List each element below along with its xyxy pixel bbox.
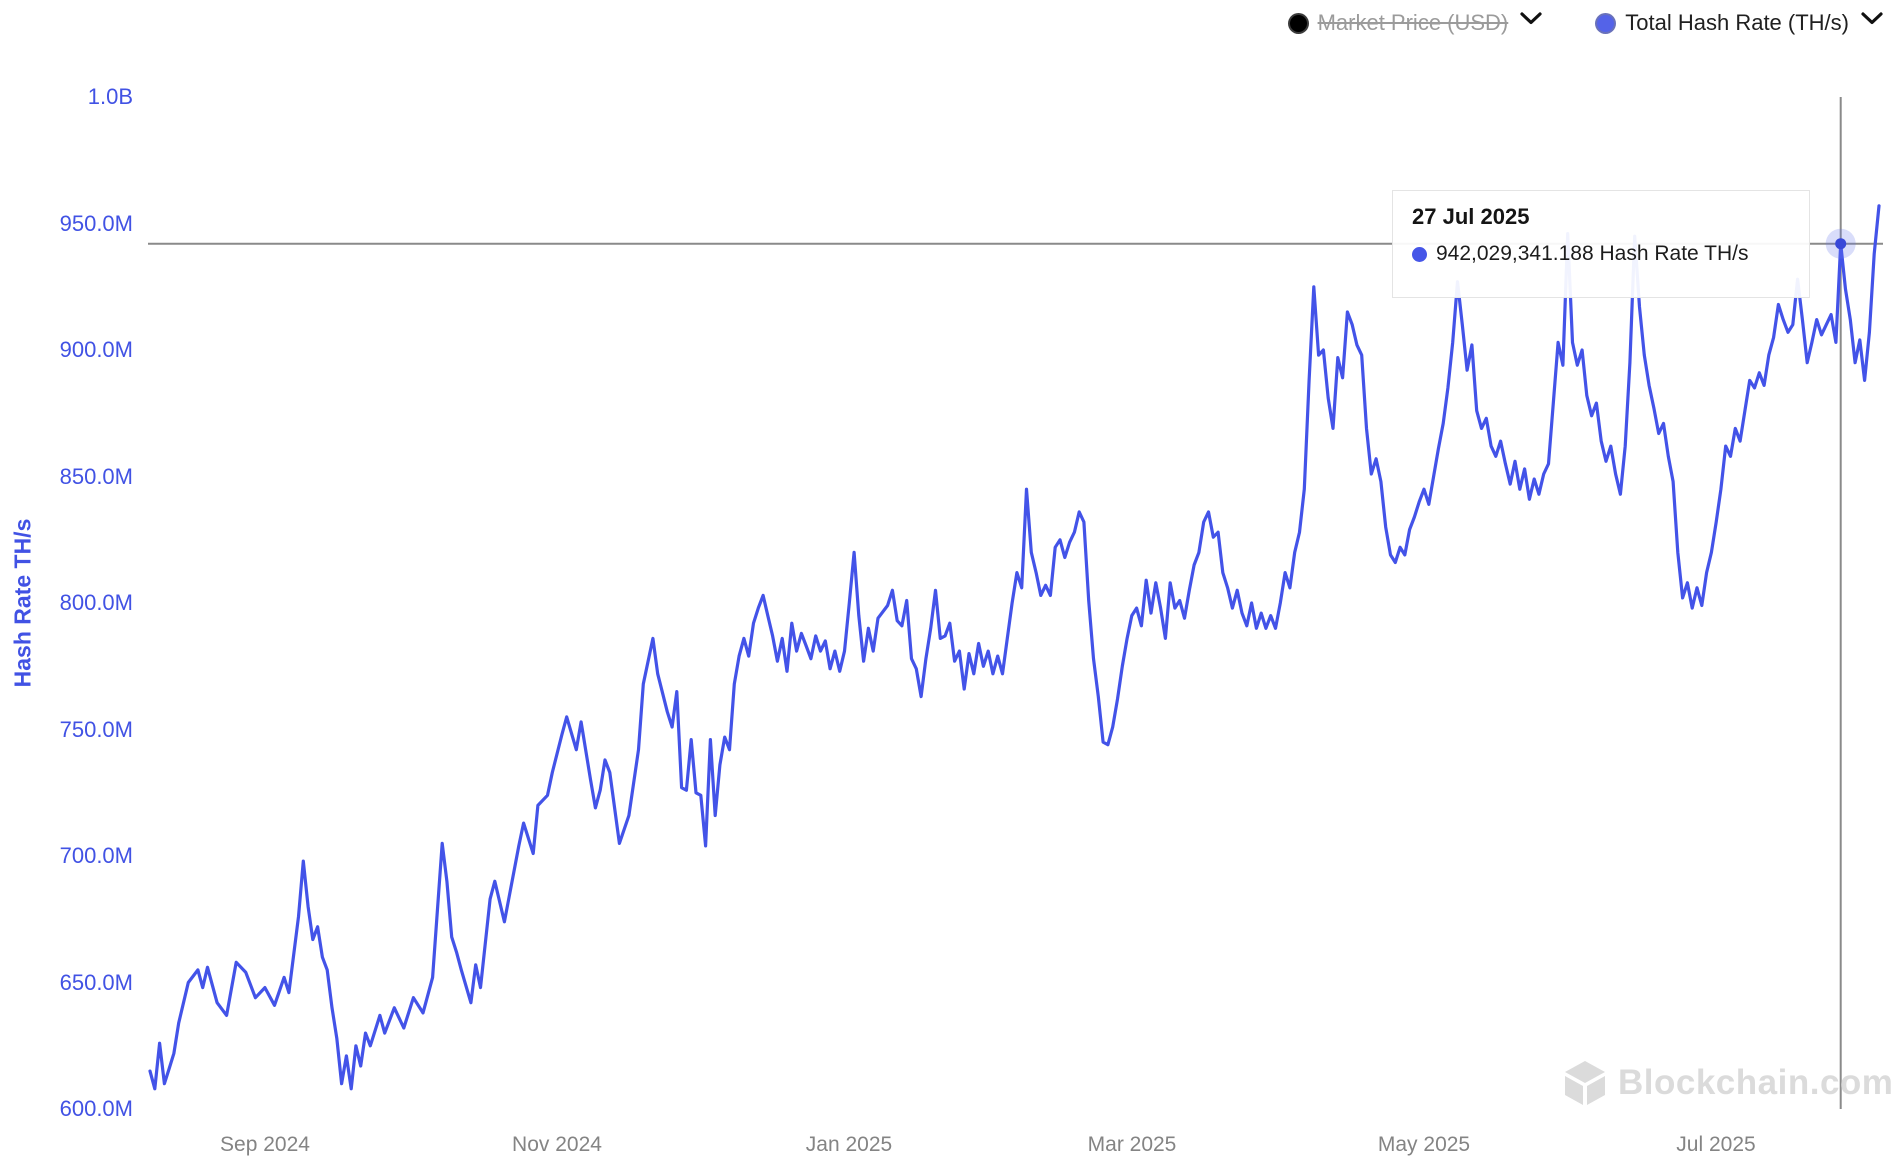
- tooltip-value-row: 942,029,341.188 Hash Rate TH/s: [1412, 242, 1793, 266]
- tooltip-date: 27 Jul 2025: [1412, 204, 1530, 229]
- hash-rate-label: Total Hash Rate (TH/s): [1625, 10, 1849, 35]
- chart-legend: Market Price (USD) Total Hash Rate (TH/s…: [1287, 10, 1884, 36]
- y-tick-label: 900.0M: [59, 337, 133, 362]
- x-tick-label: Sep 2024: [220, 1133, 310, 1156]
- y-tick-label: 800.0M: [59, 590, 133, 615]
- y-tick-label: 850.0M: [59, 464, 133, 489]
- y-tick-label: 750.0M: [59, 717, 133, 742]
- legend-item-hash-rate[interactable]: Total Hash Rate (TH/s): [1595, 10, 1884, 36]
- y-tick-label: 1.0B: [87, 84, 133, 109]
- marker-dot: [1835, 238, 1847, 250]
- market-price-dot: [1287, 12, 1309, 34]
- y-axis-title: Hash Rate TH/s: [9, 518, 36, 688]
- x-tick-label: Mar 2025: [1087, 1133, 1177, 1156]
- tooltip-value: 942,029,341.188 Hash Rate TH/s: [1436, 242, 1749, 265]
- y-tick-label: 700.0M: [59, 843, 133, 868]
- chevron-down-icon[interactable]: [1860, 11, 1884, 26]
- chart-tooltip: 27 Jul 2025 942,029,341.188 Hash Rate TH…: [1392, 190, 1810, 298]
- y-tick-label: 600.0M: [59, 1096, 133, 1121]
- legend-item-market-price[interactable]: Market Price (USD): [1287, 10, 1544, 36]
- x-tick-label: Nov 2024: [512, 1133, 602, 1156]
- y-tick-label: 650.0M: [59, 970, 133, 995]
- chevron-down-icon[interactable]: [1519, 11, 1543, 26]
- x-tick-label: May 2025: [1377, 1133, 1471, 1156]
- blockchain-cube-icon: [1565, 1061, 1605, 1105]
- x-tick-label: Jul 2025: [1676, 1133, 1756, 1156]
- market-price-label: Market Price (USD): [1317, 10, 1509, 35]
- watermark-text: Blockchain.com: [1618, 1063, 1892, 1102]
- y-tick-label: 950.0M: [59, 211, 133, 236]
- hash-rate-dot: [1595, 12, 1617, 34]
- hash-rate-series-line: [148, 204, 1881, 1091]
- x-tick-label: Jan 2025: [805, 1133, 893, 1156]
- tooltip-series-dot: [1412, 246, 1427, 262]
- blockchain-watermark: Blockchain.com: [1562, 1060, 1892, 1106]
